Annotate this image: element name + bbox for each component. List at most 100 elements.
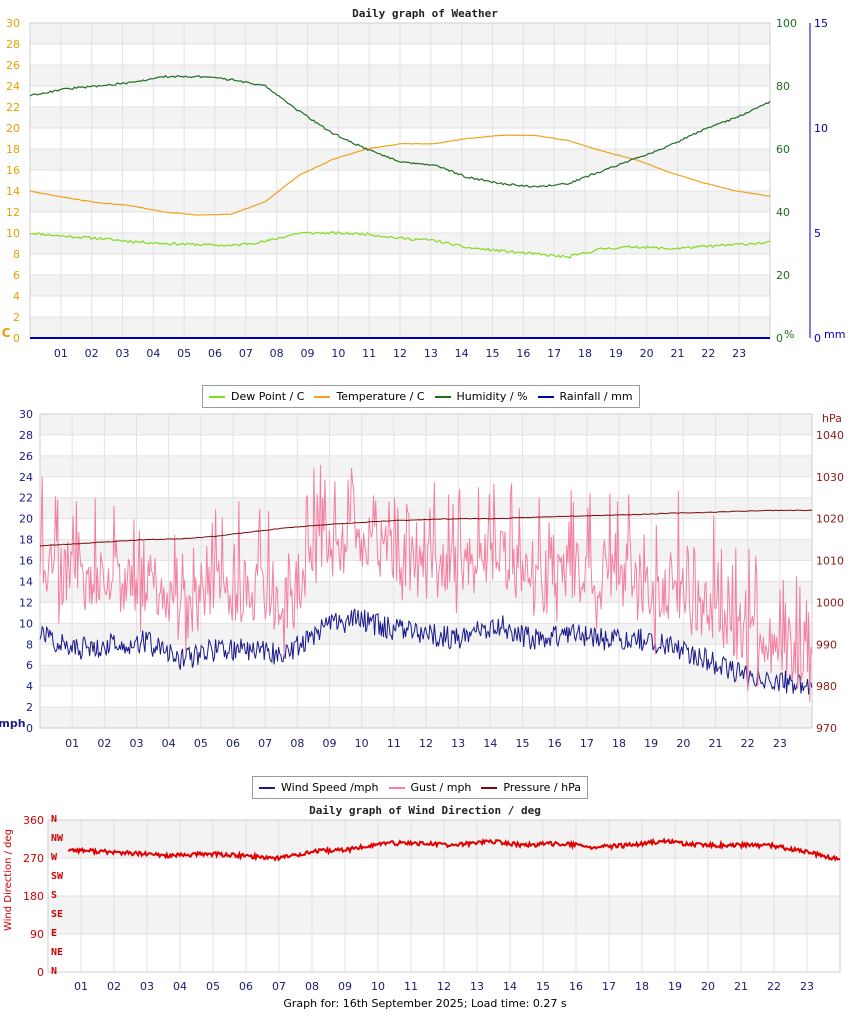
y-tick-label-mph: 6 (26, 659, 33, 672)
x-tick-label: 22 (701, 347, 715, 360)
x-tick-label: 11 (362, 347, 376, 360)
x-tick-label: 14 (483, 737, 497, 750)
x-tick-label: 16 (516, 347, 530, 360)
x-tick-label: 12 (419, 737, 433, 750)
y-tick-label-temp: 22 (6, 101, 20, 114)
x-tick-label: 22 (767, 980, 781, 993)
y-tick-label-mph: 20 (19, 513, 33, 526)
y-tick-label-mph: 2 (26, 701, 33, 714)
x-tick-label: 15 (516, 737, 530, 750)
legend-gust-swatch (388, 786, 405, 789)
x-tick-label: 14 (455, 347, 469, 360)
legend-temperature-label: Temperature / C (336, 390, 425, 403)
legend-rainfall-swatch (537, 395, 554, 398)
x-tick-label: 19 (609, 347, 623, 360)
compass-label: N (51, 814, 57, 825)
y-tick-label-rainfall: 15 (814, 17, 828, 30)
x-tick-label: 03 (116, 347, 130, 360)
x-tick-label: 23 (800, 980, 814, 993)
legend-temperature: Temperature / C (314, 390, 425, 403)
x-tick-label: 02 (97, 737, 111, 750)
x-tick-label: 01 (74, 980, 88, 993)
x-tick-label: 05 (206, 980, 220, 993)
compass-label: SW (51, 871, 64, 882)
x-tick-label: 23 (732, 347, 746, 360)
y-tick-label-deg: 270 (23, 852, 44, 865)
y-axis-label-hpa: hPa (822, 412, 842, 425)
x-tick-label: 03 (140, 980, 154, 993)
x-tick-label: 13 (451, 737, 465, 750)
legend-humidity: Humidity / % (434, 390, 528, 403)
y-tick-label-hpa: 1030 (816, 471, 844, 484)
y-tick-label-temp: 24 (6, 80, 20, 93)
compass-label: SE (51, 909, 63, 920)
y-tick-label-humidity: 0 (776, 332, 783, 345)
x-tick-label: 21 (709, 737, 723, 750)
x-tick-label: 05 (194, 737, 208, 750)
legend-weather: Dew Point / C Temperature / C Humidity /… (202, 385, 640, 408)
legend-wind: Wind Speed /mph Gust / mph Pressure / hP… (252, 776, 588, 799)
y-tick-label-humidity: 80 (776, 80, 790, 93)
x-tick-label: 15 (536, 980, 550, 993)
x-tick-label: 13 (424, 347, 438, 360)
x-tick-label: 20 (676, 737, 690, 750)
y-tick-label-mph: 10 (19, 617, 33, 630)
y-tick-label-mph: 0 (26, 722, 33, 735)
legend-gust-label: Gust / mph (410, 781, 472, 794)
legend-pressure: Pressure / hPa (481, 781, 581, 794)
y-tick-label-mph: 14 (19, 575, 33, 588)
x-tick-label: 19 (644, 737, 658, 750)
y-tick-label-mph: 12 (19, 596, 33, 609)
x-tick-label: 18 (635, 980, 649, 993)
y-tick-label-temp: 26 (6, 59, 20, 72)
y-tick-label-mph: 18 (19, 534, 33, 547)
y-tick-label-temp: 4 (13, 290, 20, 303)
legend-humidity-swatch (434, 395, 451, 398)
y-tick-label-temp: 0 (13, 332, 20, 345)
y-tick-label-temp: 30 (6, 17, 20, 30)
x-tick-label: 14 (503, 980, 517, 993)
y-tick-label-mph: 26 (19, 450, 33, 463)
x-tick-label: 16 (548, 737, 562, 750)
x-tick-label: 02 (107, 980, 121, 993)
y-axis-label-mph: mph (0, 717, 26, 730)
x-tick-label: 08 (270, 347, 284, 360)
legend-wind-speed: Wind Speed /mph (259, 781, 379, 794)
x-tick-label: 17 (602, 980, 616, 993)
legend-gust: Gust / mph (388, 781, 472, 794)
y-tick-label-mph: 22 (19, 492, 33, 505)
y-tick-label-hpa: 1000 (816, 596, 844, 609)
legend-wind-speed-swatch (259, 786, 275, 789)
x-tick-label: 04 (162, 737, 176, 750)
compass-label: S (51, 890, 57, 901)
y-tick-label-temp: 8 (13, 248, 20, 261)
x-tick-label: 17 (580, 737, 594, 750)
x-tick-label: 01 (54, 347, 68, 360)
y-axis-label-direction: Wind Direction / deg (3, 829, 14, 931)
x-tick-label: 21 (734, 980, 748, 993)
x-tick-label: 09 (323, 737, 337, 750)
y-axis-label-rainfall: mm (824, 328, 845, 341)
x-tick-label: 12 (393, 347, 407, 360)
legend-dew-point: Dew Point / C (209, 390, 304, 403)
y-tick-label-hpa: 990 (816, 638, 837, 651)
x-tick-label: 16 (569, 980, 583, 993)
x-tick-label: 06 (239, 980, 253, 993)
legend-wind-speed-label: Wind Speed /mph (281, 781, 379, 794)
y-tick-label-deg: 90 (30, 928, 44, 941)
y-tick-label-temp: 6 (13, 269, 20, 282)
y-tick-label-hpa: 1020 (816, 513, 844, 526)
x-tick-label: 21 (671, 347, 685, 360)
x-tick-label: 18 (578, 347, 592, 360)
x-tick-label: 06 (226, 737, 240, 750)
x-tick-label: 04 (173, 980, 187, 993)
series-dew-line (29, 231, 771, 259)
x-tick-label: 10 (355, 737, 369, 750)
legend-humidity-label: Humidity / % (456, 390, 528, 403)
y-tick-label-temp: 20 (6, 122, 20, 135)
y-tick-label-temp: 14 (6, 185, 20, 198)
y-tick-label-temp: 2 (13, 311, 20, 324)
y-tick-label-humidity: 40 (776, 206, 790, 219)
y-tick-label-temp: 16 (6, 164, 20, 177)
y-tick-label-mph: 30 (19, 408, 33, 421)
